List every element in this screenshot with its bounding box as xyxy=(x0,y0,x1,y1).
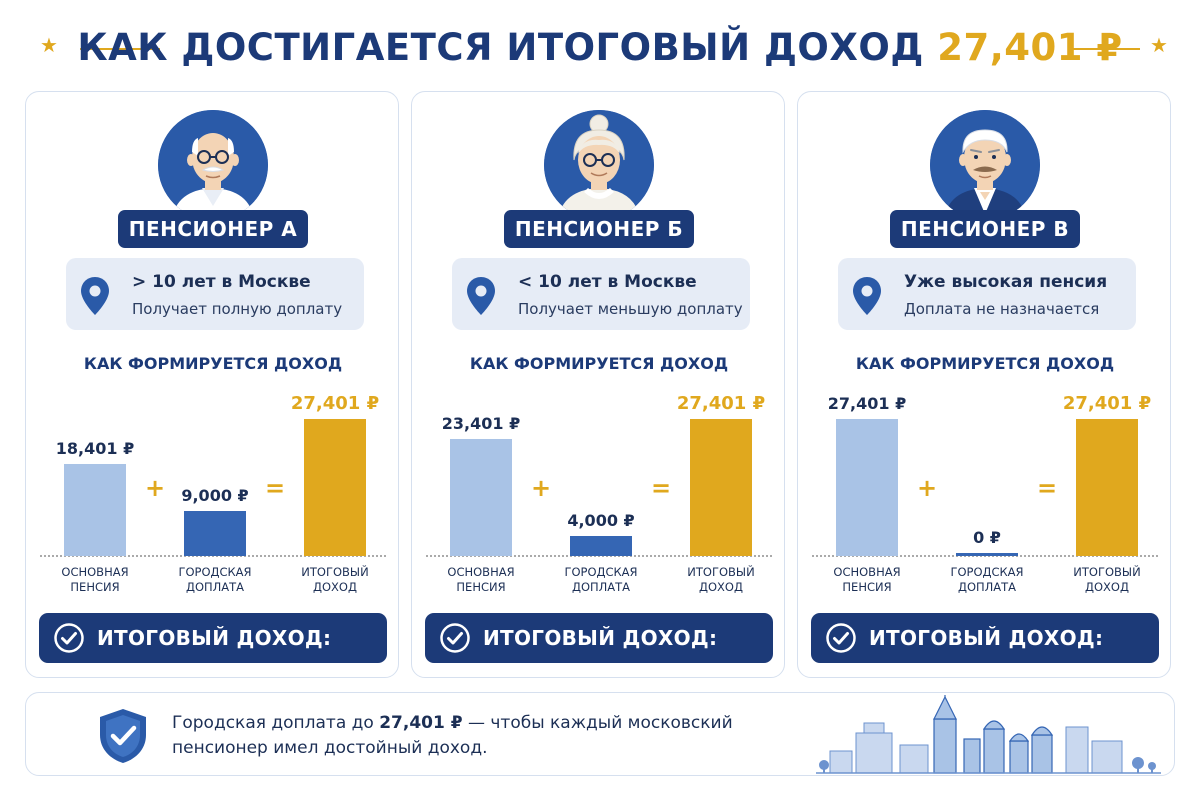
chart-operator: = xyxy=(265,474,285,502)
chart-bar xyxy=(64,463,126,556)
income-breakdown-heading: КАК ФОРМИРУЕТСЯ ДОХОД xyxy=(855,354,1115,373)
title-rule-right xyxy=(1070,48,1140,50)
income-breakdown-heading: КАК ФОРМИРУЕТСЯ ДОХОД xyxy=(469,354,729,373)
elderly-man-avatar-icon xyxy=(158,110,268,220)
chart-value-label: 9,000 ₽ xyxy=(181,486,248,505)
star-icon: ★ xyxy=(40,33,58,57)
chart-bar xyxy=(184,511,246,556)
residency-info: Уже высокая пенсия Доплата не назначаетс… xyxy=(838,258,1136,330)
shield-check-icon xyxy=(100,709,146,763)
footer-text: Городская доплата до 27,401 ₽ — чтобы ка… xyxy=(172,711,812,761)
total-income-text: ИТОГОВЫЙ ДОХОД: 27,401 ₽ xyxy=(97,626,332,700)
chart-bar xyxy=(304,418,366,556)
chart-operator: + xyxy=(917,474,937,502)
chart-category-label: ОСНОВНАЯ ПЕНСИЯ xyxy=(447,565,514,594)
check-circle-icon xyxy=(440,623,470,653)
residency-info: > 10 лет в Москве Получает полную доплат… xyxy=(66,258,364,330)
page-title-text: КАК ДОСТИГАЕТСЯ ИТОГОВЫЙ ДОХОД xyxy=(77,26,924,69)
residency-subtitle: Получает полную доплату xyxy=(132,300,343,318)
chart-value-label: 27,401 ₽ xyxy=(1063,393,1151,414)
chart-category-label: ИТОГОВЫЙ ДОХОД xyxy=(301,564,368,594)
chart-value-label: 27,401 ₽ xyxy=(828,394,906,413)
star-icon: ★ xyxy=(1150,33,1168,57)
header: ★ КАК ДОСТИГАЕТСЯ ИТОГОВЫЙ ДОХОД 27,401 … xyxy=(0,0,1200,90)
page-title-amount: 27,401 ₽ xyxy=(937,26,1123,69)
chart-category-label: ГОРОДСКАЯ ДОПЛАТА xyxy=(564,565,637,594)
pensioner-name-badge: ПЕНСИОНЕР Б xyxy=(504,210,694,248)
chart-bar xyxy=(450,438,512,556)
footer-text-end: — чтобы каждый московский пенсионер имел… xyxy=(172,713,733,758)
chart-operator: = xyxy=(1037,474,1057,502)
title-rule-left xyxy=(80,48,160,50)
residency-title: Уже высокая пенсия xyxy=(904,272,1108,292)
chart-operator: + xyxy=(531,474,551,502)
pensioner-card: ПЕНСИОНЕР А > 10 лет в Москве Получает п… xyxy=(25,91,399,700)
residency-subtitle: Получает меньшую доплату xyxy=(518,300,743,318)
chart-operator: = xyxy=(651,474,671,502)
income-bar-chart: 27,401 ₽ ОСНОВНАЯ ПЕНСИЯ 0 ₽ ГОРОДСКАЯ ДОПЛАТ… xyxy=(812,393,1158,594)
income-bar-chart: 23,401 ₽ ОСНОВНАЯ ПЕНСИЯ 4,000 ₽ ГОРОДСКАЯ ДО… xyxy=(426,393,772,594)
total-income-text: ИТОГОВЫЙ ДОХОД: 27,401 ₽ xyxy=(869,626,1104,700)
chart-bar xyxy=(956,553,1018,556)
check-circle-icon xyxy=(826,623,856,653)
chart-value-label: 23,401 ₽ xyxy=(442,414,520,433)
chart-category-label: ГОРОДСКАЯ ДОПЛАТА xyxy=(178,565,251,594)
chart-value-label: 27,401 ₽ xyxy=(291,393,379,414)
check-circle-icon xyxy=(54,623,84,653)
chart-value-label: 27,401 ₽ xyxy=(677,393,765,414)
residency-title: < 10 лет в Москве xyxy=(518,272,697,292)
chart-bar xyxy=(570,536,632,556)
moscow-skyline-icon xyxy=(816,695,1161,774)
footer-text-amount: 27,401 ₽ xyxy=(379,713,463,733)
page-title: КАК ДОСТИГАЕТСЯ ИТОГОВЫЙ ДОХОД 27,401 ₽ xyxy=(0,26,1200,69)
income-breakdown-heading: КАК ФОРМИРУЕТСЯ ДОХОД xyxy=(83,354,343,373)
chart-category-label: ИТОГОВЫЙ ДОХОД xyxy=(687,564,754,594)
chart-bar xyxy=(1076,418,1138,556)
total-income-banner: ИТОГОВЫЙ ДОХОД: 27,401 ₽ xyxy=(811,613,1159,700)
residency-title: > 10 лет в Москве xyxy=(132,272,311,292)
pensioner-card: ПЕНСИОНЕР В Уже высокая пенсия Доплата н… xyxy=(797,91,1171,700)
residency-subtitle: Доплата не назначается xyxy=(904,300,1100,318)
footer-text-start: Городская доплата до xyxy=(172,713,380,733)
chart-bar xyxy=(836,418,898,556)
pensioner-name-badge: ПЕНСИОНЕР В xyxy=(890,210,1080,248)
income-bar-chart: 18,401 ₽ ОСНОВНАЯ ПЕНСИЯ 9,000 ₽ ГОРОДСКАЯ ДО… xyxy=(40,393,386,594)
chart-value-label: 0 ₽ xyxy=(973,528,1001,547)
chart-category-label: ИТОГОВЫЙ ДОХОД xyxy=(1073,564,1140,594)
residency-info: < 10 лет в Москве Получает меньшую допла… xyxy=(452,258,750,330)
chart-value-label: 4,000 ₽ xyxy=(567,511,634,530)
location-pin-icon xyxy=(853,277,881,315)
location-pin-icon xyxy=(81,277,109,315)
pensioner-card: ПЕНСИОНЕР Б < 10 лет в Москве Получает м… xyxy=(411,91,785,700)
footer-note: Городская доплата до 27,401 ₽ — чтобы ка… xyxy=(25,692,1175,776)
elderly-woman-avatar-icon xyxy=(544,110,654,220)
elderly-man-avatar-icon xyxy=(930,110,1040,220)
chart-bar xyxy=(690,418,752,556)
total-income-banner: ИТОГОВЫЙ ДОХОД: 27,401 ₽ xyxy=(425,613,773,700)
location-pin-icon xyxy=(467,277,495,315)
chart-category-label: ГОРОДСКАЯ ДОПЛАТА xyxy=(950,565,1023,594)
chart-category-label: ОСНОВНАЯ ПЕНСИЯ xyxy=(61,565,128,594)
pensioner-name-badge: ПЕНСИОНЕР А xyxy=(118,210,308,248)
chart-category-label: ОСНОВНАЯ ПЕНСИЯ xyxy=(833,565,900,594)
chart-value-label: 18,401 ₽ xyxy=(56,439,134,458)
chart-operator: + xyxy=(145,474,165,502)
total-income-banner: ИТОГОВЫЙ ДОХОД: 27,401 ₽ xyxy=(39,613,387,700)
